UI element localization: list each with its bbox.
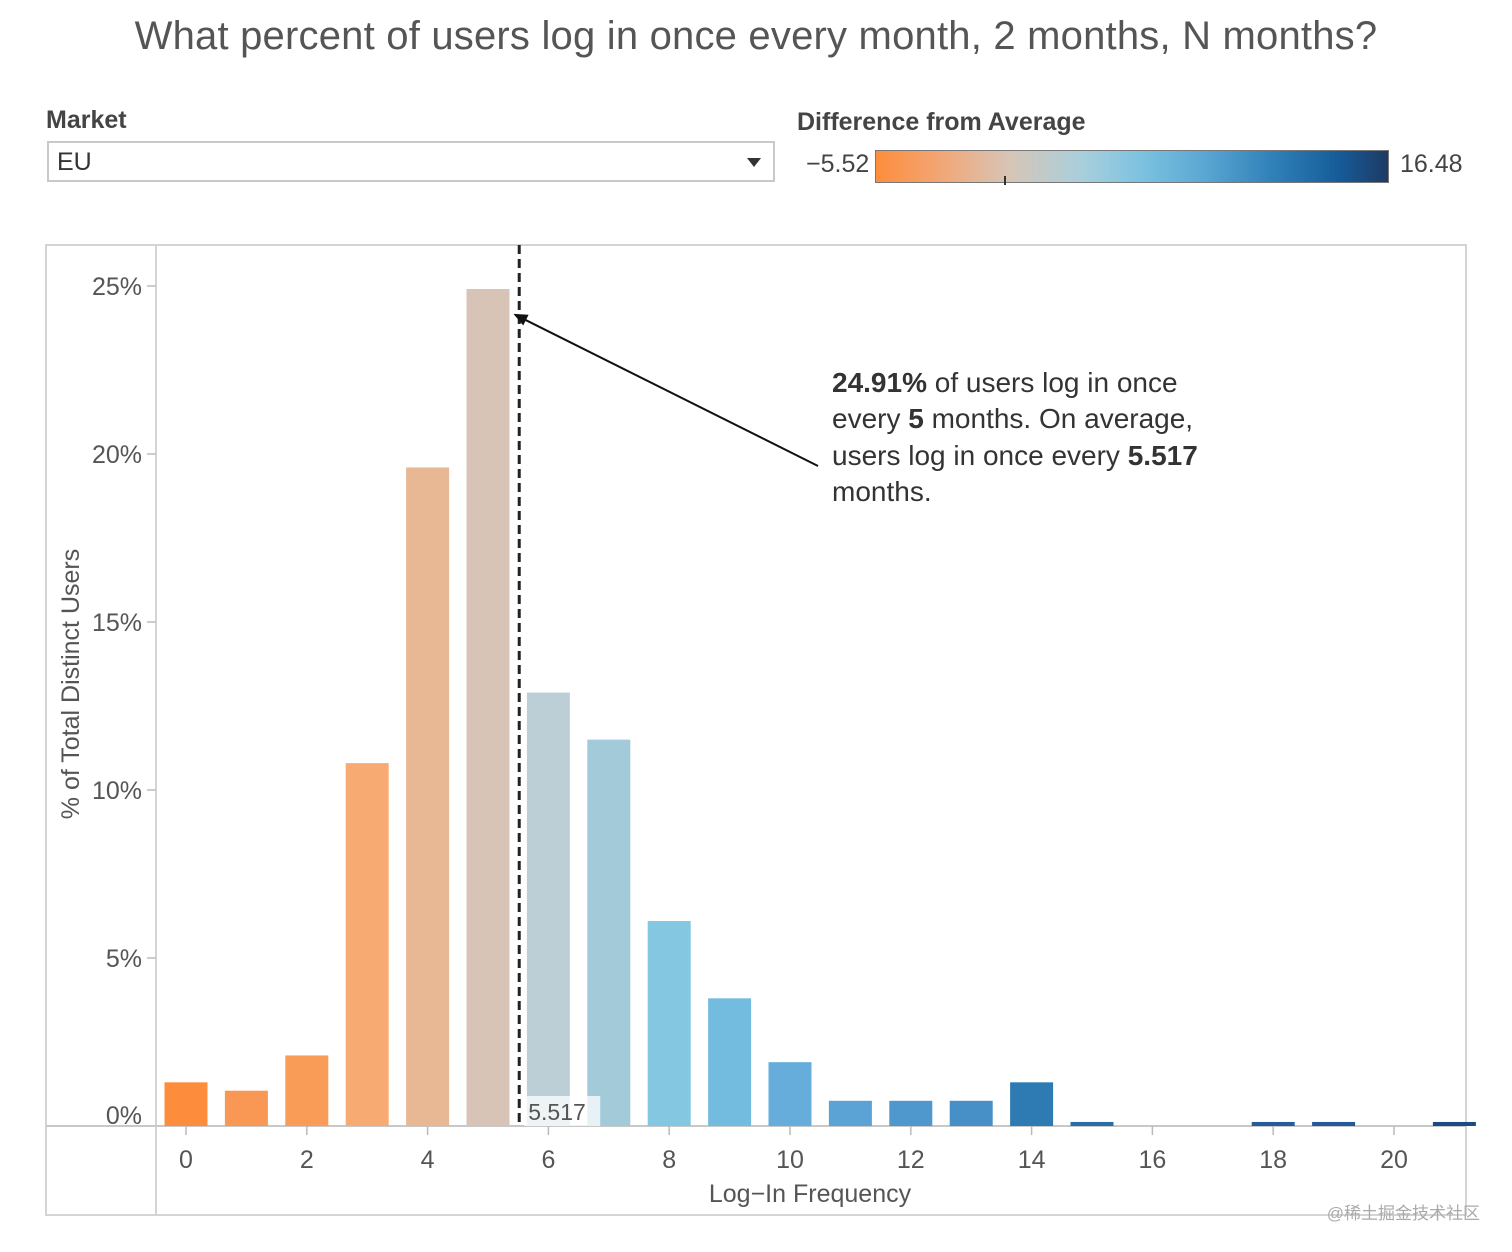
- bar-7[interactable]: [587, 739, 631, 1126]
- plot-frame: [45, 244, 1467, 1216]
- x-tick-label: 18: [1259, 1146, 1287, 1174]
- bar-13[interactable]: [949, 1100, 993, 1126]
- x-tick-label: 20: [1380, 1146, 1408, 1174]
- bar-8[interactable]: [647, 921, 691, 1126]
- annotation-text: months. On average,: [924, 403, 1193, 434]
- x-axis-label: Log−In Frequency: [709, 1180, 912, 1208]
- annotation-text: months.: [832, 476, 932, 507]
- bar-11[interactable]: [828, 1100, 872, 1126]
- bar-18[interactable]: [1251, 1121, 1295, 1126]
- x-tick-label: 4: [421, 1146, 435, 1174]
- annotation-highlight: 5.517: [1128, 440, 1198, 471]
- x-tick-label: 2: [300, 1146, 314, 1174]
- y-tick-label: 25%: [92, 273, 142, 301]
- market-dropdown-value: EU: [57, 148, 92, 176]
- y-tick-label: 20%: [92, 441, 142, 469]
- x-tick-label: 16: [1138, 1146, 1166, 1174]
- annotation-text: every: [832, 403, 908, 434]
- bar-1[interactable]: [224, 1090, 268, 1126]
- market-dropdown[interactable]: EU: [47, 141, 775, 182]
- average-label-background: [524, 1096, 601, 1126]
- annotation-text: of users log in once: [927, 367, 1178, 398]
- annotation-arrow: [513, 313, 819, 467]
- bar-12[interactable]: [889, 1100, 933, 1126]
- bar-9[interactable]: [708, 998, 752, 1126]
- chevron-down-icon[interactable]: [747, 158, 761, 167]
- color-legend-gradient: [875, 150, 1389, 183]
- annotation-highlight: 5: [908, 403, 924, 434]
- x-tick-label: 8: [662, 1146, 676, 1174]
- y-tick-label: 15%: [92, 609, 142, 637]
- y-tick-label: 5%: [106, 945, 142, 973]
- annotation-text-line: 24.91% of users log in once: [832, 367, 1178, 398]
- bar-6[interactable]: [526, 692, 570, 1126]
- average-line-label: 5.517: [528, 1099, 586, 1125]
- y-tick-label: 10%: [92, 777, 142, 805]
- x-tick-label: 6: [541, 1146, 555, 1174]
- color-legend-zero-tick: [1004, 176, 1006, 185]
- bar-3[interactable]: [345, 763, 389, 1126]
- x-tick-label: 14: [1018, 1146, 1046, 1174]
- annotation-highlight: 24.91%: [832, 367, 927, 398]
- color-legend-max-label: 16.48: [1400, 150, 1463, 178]
- annotation-text-line: every 5 months. On average,: [832, 403, 1193, 434]
- y-axis-label: % of Total Distinct Users: [57, 549, 85, 819]
- x-tick-label: 12: [897, 1146, 925, 1174]
- bar-14[interactable]: [1010, 1082, 1054, 1126]
- color-legend-title: Difference from Average: [797, 108, 1086, 136]
- bar-19[interactable]: [1312, 1121, 1356, 1126]
- bar-0[interactable]: [164, 1082, 208, 1126]
- bar-15[interactable]: [1070, 1121, 1114, 1126]
- color-legend-min-label: −5.52: [806, 150, 870, 178]
- annotation-text-line: months.: [832, 476, 932, 507]
- bar-5[interactable]: [466, 289, 510, 1126]
- watermark: @稀土掘金技术社区: [1326, 1204, 1480, 1223]
- annotation-text-line: users log in once every 5.517: [832, 440, 1198, 471]
- bar-4[interactable]: [406, 467, 450, 1126]
- bar-21[interactable]: [1432, 1121, 1476, 1126]
- market-filter-label: Market: [46, 106, 127, 134]
- annotation-text: users log in once every: [832, 440, 1128, 471]
- bar-10[interactable]: [768, 1062, 812, 1126]
- x-tick-label: 0: [179, 1146, 193, 1174]
- bar-2[interactable]: [285, 1055, 329, 1126]
- chart-title: What percent of users log in once every …: [134, 14, 1378, 58]
- x-tick-label: 10: [776, 1146, 804, 1174]
